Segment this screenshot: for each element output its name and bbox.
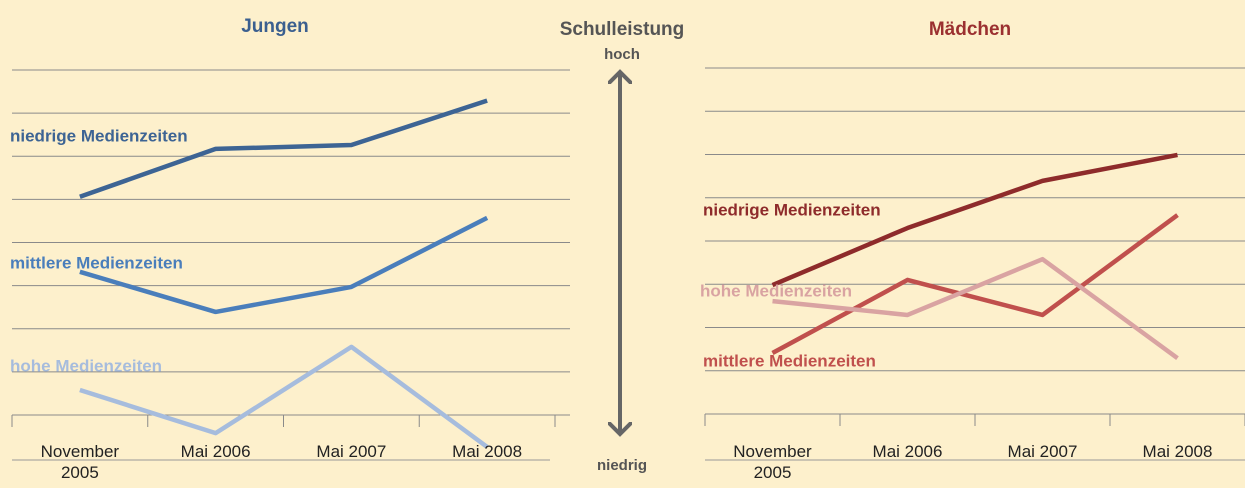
line bbox=[771, 213, 1179, 355]
line bbox=[772, 256, 1179, 361]
x-tick-label: November 2005 bbox=[40, 442, 120, 482]
line bbox=[771, 152, 1178, 288]
x-tick-label: Mai 2008 bbox=[1142, 442, 1213, 461]
line bbox=[79, 215, 489, 315]
line bbox=[79, 344, 489, 449]
series-label: mittlere Medienzeiten bbox=[10, 253, 183, 272]
high-label: hoch bbox=[604, 46, 640, 63]
x-tick-label: Mai 2007 bbox=[1007, 442, 1078, 461]
series-label: niedrige Medienzeiten bbox=[10, 126, 188, 145]
x-tick-label: Mai 2007 bbox=[316, 442, 387, 461]
chart-title: Mädchen bbox=[929, 19, 1011, 40]
series-label: mittlere Medienzeiten bbox=[703, 351, 876, 370]
series-label: hohe Medienzeiten bbox=[10, 356, 162, 375]
x-tick-label: Mai 2006 bbox=[180, 442, 251, 461]
x-tick-label: Mai 2006 bbox=[872, 442, 943, 461]
line bbox=[79, 98, 488, 199]
series-label: hohe Medienzeiten bbox=[700, 281, 852, 300]
low-label: niedrig bbox=[597, 457, 647, 474]
middle-title: Schulleistung bbox=[560, 19, 685, 40]
x-tick-label: November 2005 bbox=[733, 442, 812, 482]
chart-title: Jungen bbox=[241, 16, 309, 37]
series-label: niedrige Medienzeiten bbox=[703, 200, 881, 219]
x-tick-label: Mai 2008 bbox=[452, 442, 523, 461]
